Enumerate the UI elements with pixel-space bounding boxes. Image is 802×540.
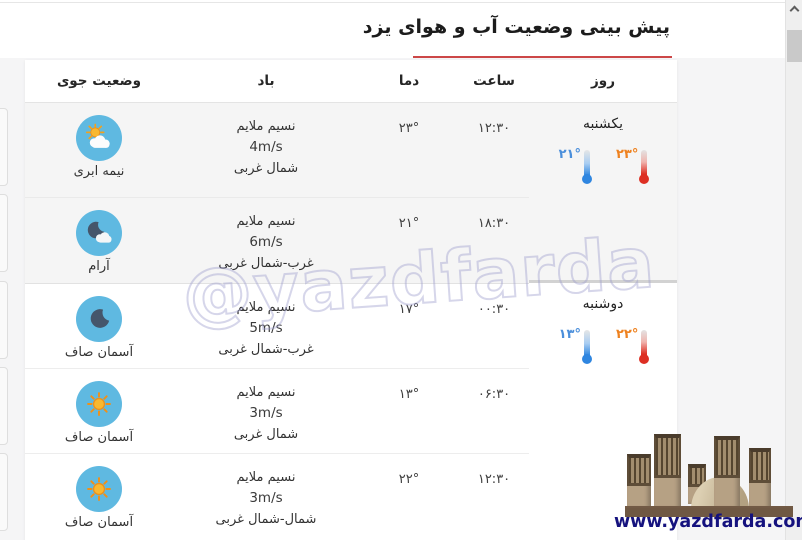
windcatcher-tower — [627, 454, 651, 509]
thermometer-cold-icon — [582, 330, 592, 364]
condition-cell: آسمان صاف — [25, 284, 173, 368]
header-time: ساعت — [473, 73, 515, 89]
day-name: یکشنبه — [582, 116, 624, 132]
wind-cell: نسیم ملایم 5m/s غرب-شمال غربی — [173, 284, 359, 368]
sun-icon — [76, 381, 122, 427]
wind-speed: 3m/s — [249, 405, 283, 421]
day-group-monday: دوشنبه ۲۲° ۱۳° — [529, 283, 677, 540]
table-row: ۰۰:۳۰ ۱۷° نسیم ملایم 5m/s غرب-شمال غربی … — [25, 283, 529, 368]
header-day: روز — [591, 73, 615, 89]
moon-cloud-icon — [76, 210, 122, 256]
clipped-left-panel — [0, 367, 8, 445]
time-cell: ۰۶:۳۰ — [477, 387, 511, 402]
day-column: یکشنبه ۲۳° ۲۱° دوشنبه — [529, 103, 677, 540]
scroll-up-arrow-icon[interactable] — [786, 0, 802, 17]
wall-base — [625, 506, 793, 517]
header-temp: دما — [398, 73, 420, 89]
min-temp-value: ۱۳° — [558, 327, 581, 342]
wind-cell: نسیم ملایم 3m/s شمال-شمال غربی — [173, 454, 359, 540]
max-temp-value: ۲۲° — [616, 327, 639, 342]
day-name: دوشنبه — [582, 296, 624, 312]
page-title: پیش بینی وضعیت آب و هوای یزد — [362, 16, 670, 38]
thermometer-hot-icon — [639, 330, 650, 364]
windcatcher-image — [621, 422, 793, 517]
wind-type: نسیم ملایم — [236, 214, 296, 229]
wind-direction: غرب-شمال غربی — [218, 256, 314, 271]
forecast-card: روز ساعت دما باد وضعیت جوی یکشنبه ۲۳° ۲۱… — [25, 60, 677, 540]
temp-cell: ۲۳° — [398, 121, 420, 136]
time-cell: ۱۲:۳۰ — [477, 472, 511, 487]
condition-label: آرام — [88, 259, 110, 274]
time-cell: ۱۲:۳۰ — [477, 121, 511, 136]
condition-cell: نیمه ابری — [25, 103, 173, 197]
header-condition: وضعیت جوی — [56, 73, 142, 89]
wind-direction: شمال-شمال غربی — [215, 512, 317, 527]
table-header-row: روز ساعت دما باد وضعیت جوی — [25, 60, 677, 103]
temp-cell: ۲۲° — [398, 472, 420, 487]
thermometer-hot-icon — [639, 150, 650, 184]
header-wind: باد — [257, 73, 275, 89]
table-row: ۱۲:۳۰ ۲۲° نسیم ملایم 3m/s شمال-شمال غربی… — [25, 453, 529, 540]
table-row: ۰۶:۳۰ ۱۳° نسیم ملایم 3m/s شمال غربی آسما… — [25, 368, 529, 453]
wind-speed: 6m/s — [249, 234, 283, 250]
sun-icon — [76, 466, 122, 512]
condition-cell: آرام — [25, 198, 173, 283]
time-cell: ۱۸:۳۰ — [477, 216, 511, 231]
wind-direction: شمال غربی — [233, 427, 299, 442]
top-band — [0, 0, 785, 58]
wind-speed: 5m/s — [249, 320, 283, 336]
sun-cloud-icon — [76, 115, 122, 161]
site-url-link[interactable]: www.yazdfarda.com — [614, 512, 802, 532]
table-row: ۱۸:۳۰ ۲۱° نسیم ملایم 6m/s غرب-شمال غربی … — [25, 197, 529, 283]
table-row: ۱۲:۳۰ ۲۳° نسیم ملایم 4m/s شمال غربی نیمه… — [25, 103, 529, 197]
clipped-left-panel — [0, 281, 8, 359]
clipped-left-panel — [0, 194, 8, 272]
top-divider — [0, 2, 802, 3]
clipped-left-panel — [0, 453, 8, 531]
moon-icon — [76, 296, 122, 342]
vertical-scrollbar[interactable] — [785, 0, 802, 540]
wind-type: نسیم ملایم — [236, 119, 296, 134]
clipped-left-panel — [0, 108, 8, 186]
condition-cell: آسمان صاف — [25, 454, 173, 540]
day-group-sunday: یکشنبه ۲۳° ۲۱° — [529, 103, 677, 283]
max-temp: ۲۳° — [616, 147, 650, 184]
condition-cell: آسمان صاف — [25, 369, 173, 453]
title-underline — [413, 56, 672, 58]
max-temp-value: ۲۳° — [616, 147, 639, 162]
temp-cell: ۱۷° — [398, 302, 420, 317]
temp-cell: ۱۳° — [398, 387, 420, 402]
min-temp: ۲۱° — [558, 147, 592, 184]
forecast-rows: ۱۲:۳۰ ۲۳° نسیم ملایم 4m/s شمال غربی نیمه… — [25, 103, 529, 540]
wind-cell: نسیم ملایم 4m/s شمال غربی — [173, 103, 359, 197]
wind-type: نسیم ملایم — [236, 470, 296, 485]
wind-type: نسیم ملایم — [236, 300, 296, 315]
windcatcher-tower — [654, 434, 681, 509]
scrollbar-thumb[interactable] — [787, 30, 802, 62]
condition-label: آسمان صاف — [64, 430, 134, 445]
condition-label: آسمان صاف — [64, 345, 134, 360]
temp-cell: ۲۱° — [398, 216, 420, 231]
wind-direction: غرب-شمال غربی — [218, 342, 314, 357]
windcatcher-tower — [749, 448, 771, 509]
max-temp: ۲۲° — [616, 327, 650, 364]
wind-type: نسیم ملایم — [236, 385, 296, 400]
wind-speed: 3m/s — [249, 490, 283, 506]
min-temp: ۱۳° — [558, 327, 592, 364]
condition-label: نیمه ابری — [73, 164, 125, 179]
wind-speed: 4m/s — [249, 139, 283, 155]
time-cell: ۰۰:۳۰ — [477, 302, 511, 317]
windcatcher-tower — [714, 436, 740, 509]
condition-label: آسمان صاف — [64, 515, 134, 530]
wind-cell: نسیم ملایم 6m/s غرب-شمال غربی — [173, 198, 359, 283]
wind-cell: نسیم ملایم 3m/s شمال غربی — [173, 369, 359, 453]
wind-direction: شمال غربی — [233, 161, 299, 176]
min-temp-value: ۲۱° — [558, 147, 581, 162]
thermometer-cold-icon — [582, 150, 592, 184]
